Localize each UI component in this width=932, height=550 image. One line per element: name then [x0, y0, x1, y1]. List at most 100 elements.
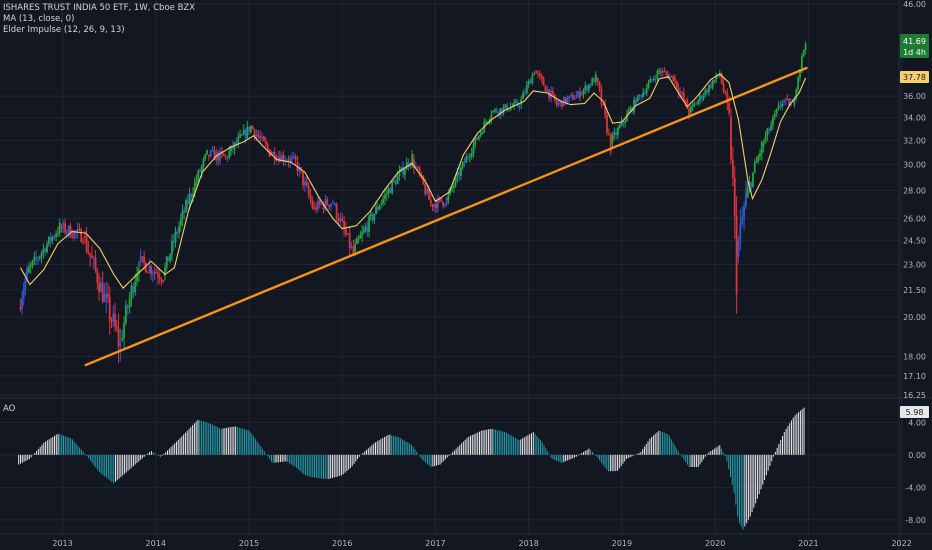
ma-value-badge: 37.78 [900, 71, 929, 83]
candle-body [272, 152, 274, 155]
candle-body [273, 152, 276, 160]
candle-body [577, 91, 580, 96]
candle-body [291, 157, 294, 159]
candle-body [617, 128, 619, 136]
candle-body [337, 218, 340, 222]
last-price-badge: 41.69 1d 4h [900, 34, 929, 58]
candle-body [298, 167, 301, 172]
candle-body [672, 75, 675, 81]
candle-body [429, 199, 432, 204]
candle-body [525, 85, 528, 93]
candle-body [418, 168, 421, 175]
time-tick-label: 2014 [146, 539, 166, 548]
candle-body [640, 95, 643, 97]
candle-body [737, 240, 740, 257]
candle-body [741, 217, 744, 224]
candle-body [359, 235, 362, 239]
symbol-title[interactable]: ISHARES TRUST INDIA 50 ETF, 1W, Cboe BZX [3, 3, 196, 13]
candle-body [105, 293, 108, 299]
candle-body [753, 162, 756, 173]
candle-body [172, 240, 175, 243]
candle-body [713, 79, 716, 82]
candle-body [240, 134, 243, 136]
candle-body [629, 107, 632, 112]
candle-body [348, 233, 351, 248]
price-tick-label: 18.00 [903, 353, 926, 362]
candle-body [706, 89, 709, 93]
candle-body [416, 166, 419, 169]
candle-body [174, 231, 177, 243]
candle-body [389, 188, 392, 194]
candle-body [110, 320, 113, 322]
candle-body [91, 256, 93, 259]
candle-body [667, 74, 669, 78]
candle-body [183, 210, 186, 213]
candle-body [618, 125, 621, 129]
candle-body [345, 229, 347, 235]
candle-body [55, 233, 57, 238]
candle-body [262, 136, 265, 141]
candle-body [311, 200, 314, 208]
ao-pane-label[interactable]: AO [3, 404, 16, 414]
time-tick-label: 2015 [239, 539, 259, 548]
candlestick-series [19, 41, 807, 363]
ao-tick-label: -4.00 [905, 483, 926, 492]
candle-body [385, 193, 388, 195]
candle-body [302, 171, 304, 186]
candle-body [752, 172, 754, 187]
candle-body [65, 232, 68, 234]
candle-body [206, 149, 208, 155]
grid-vertical [62, 0, 903, 534]
candle-body [445, 198, 448, 205]
ma-indicator-label[interactable]: MA (13, close, 0) [3, 14, 75, 24]
candle-body [779, 105, 782, 107]
candle-body [443, 204, 446, 206]
candle-body [199, 170, 201, 173]
candle-body [141, 256, 144, 258]
candle-body [493, 109, 496, 112]
candle-body [624, 121, 627, 123]
price-tick-label: 20.00 [903, 313, 926, 322]
candle-body [728, 103, 731, 113]
candle-body [766, 128, 769, 137]
candle-body [485, 122, 487, 124]
candle-body [786, 98, 789, 100]
candle-body [328, 204, 331, 207]
candle-body [117, 328, 120, 347]
candle-body [151, 273, 154, 275]
candle-body [331, 202, 334, 204]
candle-body [242, 130, 245, 135]
candle-body [125, 305, 127, 324]
price-tick-label: 16.25 [903, 391, 926, 400]
candle-body [775, 109, 778, 115]
candle-body [499, 108, 502, 115]
elder-impulse-label[interactable]: Elder Impulse (12, 26, 9, 13) [3, 25, 125, 35]
candle-body [211, 150, 214, 152]
candle-body [246, 126, 249, 138]
candle-body [495, 109, 498, 113]
candle-body [403, 169, 406, 175]
candle-body [426, 188, 428, 195]
candle-body [343, 221, 345, 230]
candle-body [772, 116, 774, 125]
price-tick-label: 32.00 [903, 136, 926, 145]
candle-body [73, 230, 75, 238]
trend-line [84, 66, 808, 367]
candle-body [762, 142, 765, 147]
candle-body [333, 203, 336, 205]
ao-tick-label: 4.00 [908, 418, 926, 427]
candle-body [326, 199, 329, 205]
candle-body [264, 140, 267, 145]
candle-body [535, 70, 538, 74]
candle-body [559, 100, 562, 103]
candle-body [324, 199, 327, 209]
candle-body [411, 154, 414, 165]
candle-body [103, 294, 106, 302]
candle-body [405, 162, 408, 170]
candle-body [279, 156, 281, 162]
candle-body [781, 103, 784, 107]
candle-body [579, 91, 581, 98]
candle-body [684, 100, 687, 102]
candle-body [402, 167, 404, 175]
candle-body [661, 70, 664, 74]
